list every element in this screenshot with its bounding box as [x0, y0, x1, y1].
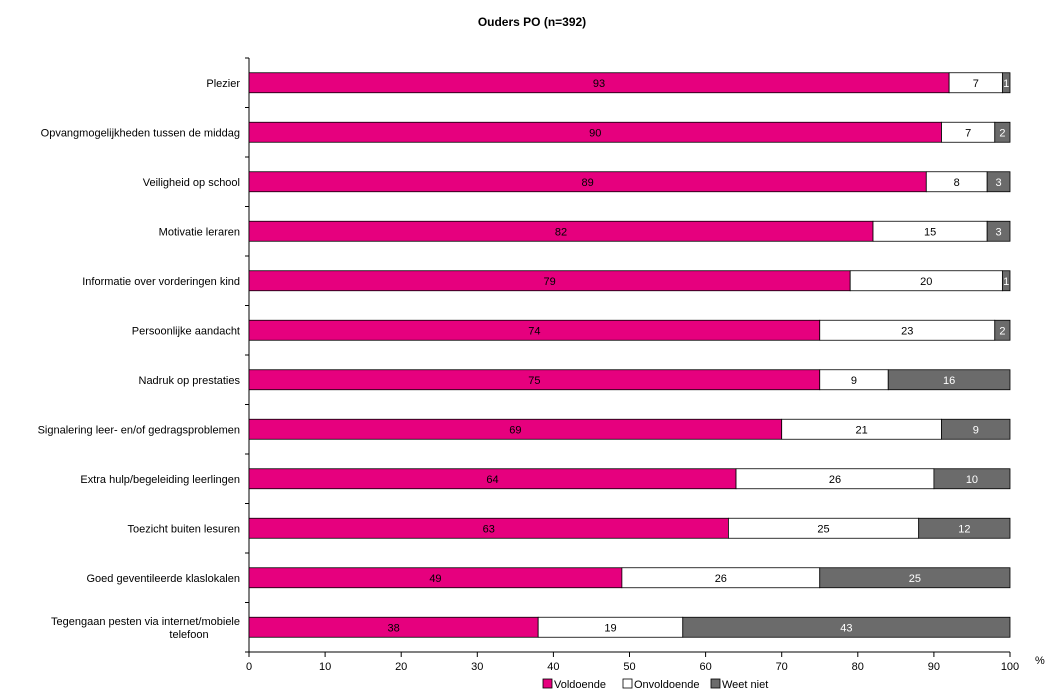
- category-label: Tegengaan pesten via internet/mobiele tel…: [51, 616, 240, 641]
- data-label: 49: [429, 573, 441, 585]
- data-label: 26: [829, 474, 841, 486]
- data-label: 10: [966, 474, 978, 486]
- data-label: 3: [996, 226, 1002, 238]
- data-label: 7: [973, 78, 979, 90]
- x-unit-label: %: [1035, 655, 1045, 667]
- x-tick-label: 80: [852, 661, 864, 673]
- bar-segment-weet-niet: [994, 121, 1011, 143]
- bar-segment-weet-niet: [1001, 270, 1011, 292]
- data-label: 7: [965, 127, 971, 139]
- data-label: 93: [593, 78, 605, 90]
- data-label: 25: [909, 573, 921, 585]
- data-label: 64: [486, 474, 498, 486]
- legend-swatch: [710, 678, 721, 689]
- x-tick-label: 90: [928, 661, 940, 673]
- legend-swatch: [542, 678, 553, 689]
- category-label: Signalering leer- en/of gedragsproblemen: [38, 424, 240, 436]
- data-label: 16: [943, 375, 955, 387]
- category-label: Informatie over vorderingen kind: [82, 276, 240, 288]
- bar-segment-weet-niet: [941, 418, 1011, 440]
- legend: Voldoende Onvoldoende Weet niet: [542, 678, 768, 691]
- x-tick-label: 70: [776, 661, 788, 673]
- bar-segment-weet-niet: [986, 171, 1011, 193]
- y-axis: [245, 57, 250, 653]
- data-label: 75: [528, 375, 540, 387]
- data-label: 25: [817, 523, 829, 535]
- data-label: 8: [954, 177, 960, 189]
- data-label: 12: [958, 523, 970, 535]
- x-tick-label: 50: [623, 661, 635, 673]
- bar-segment-weet-niet: [819, 567, 1011, 589]
- bar-segment-weet-niet: [887, 369, 1011, 391]
- data-label: 1: [1003, 78, 1009, 90]
- data-label: 21: [855, 424, 867, 436]
- category-labels: Plezier Opvangmogelijkheden tussen de mid…: [38, 78, 241, 641]
- bar-segment-weet-niet: [682, 616, 1011, 638]
- x-tick-label: 100: [1001, 661, 1019, 673]
- data-label: 20: [920, 276, 932, 288]
- x-tick-label: 20: [395, 661, 407, 673]
- category-label: Motivatie leraren: [159, 226, 240, 238]
- data-label: 9: [851, 375, 857, 387]
- data-label: 38: [387, 622, 399, 634]
- chart-title: Ouders PO (n=392): [478, 15, 586, 29]
- bar-segment-weet-niet: [994, 319, 1011, 341]
- x-tick-label: 60: [699, 661, 711, 673]
- category-label: Goed geventileerde klaslokalen: [87, 573, 241, 585]
- legend-label: Onvoldoende: [634, 679, 699, 691]
- bar-segment-weet-niet: [1001, 72, 1011, 94]
- category-label: Nadruk op prestaties: [139, 375, 241, 387]
- category-label: Veiligheid op school: [143, 177, 240, 189]
- data-label: 43: [840, 622, 852, 634]
- data-label: 1: [1003, 276, 1009, 288]
- data-label: 69: [509, 424, 521, 436]
- category-label: Persoonlijke aandacht: [132, 325, 240, 337]
- legend-label: Weet niet: [722, 679, 768, 691]
- x-tick-label: 0: [246, 661, 252, 673]
- x-axis: 0 10 20 30 40 50 60 70 80 90 100: [246, 651, 1019, 673]
- data-label: 15: [924, 226, 936, 238]
- legend-label: Voldoende: [554, 679, 606, 691]
- category-label: Opvangmogelijkheden tussen de middag: [41, 127, 240, 139]
- x-tick-label: 40: [547, 661, 559, 673]
- data-label: 3: [996, 177, 1002, 189]
- data-label: 89: [582, 177, 594, 189]
- data-label: 23: [901, 325, 913, 337]
- data-label: 63: [483, 523, 495, 535]
- data-label: 90: [589, 127, 601, 139]
- data-label: 2: [999, 127, 1005, 139]
- legend-swatch: [622, 678, 633, 689]
- bars: [248, 72, 1011, 638]
- data-label: 9: [973, 424, 979, 436]
- bar-segment-weet-niet: [918, 517, 1011, 539]
- bar-segment-weet-niet: [933, 468, 1011, 490]
- x-tick-label: 30: [471, 661, 483, 673]
- data-label: 82: [555, 226, 567, 238]
- category-label: Toezicht buiten lesuren: [127, 523, 240, 535]
- data-label: 2: [999, 325, 1005, 337]
- data-label: 79: [543, 276, 555, 288]
- category-label: Plezier: [206, 78, 240, 90]
- data-label: 74: [528, 325, 540, 337]
- data-label: 26: [715, 573, 727, 585]
- x-tick-label: 10: [319, 661, 331, 673]
- data-label: 19: [604, 622, 616, 634]
- data-labels: 93 7 1 90 7 2 89 8 3 82 15 3 79 20 1 74 23 2 75 9 16 69 21 9 64 2…: [387, 78, 1009, 635]
- bar-segment-weet-niet: [986, 220, 1011, 242]
- category-label: Extra hulp/begeleiding leerlingen: [80, 474, 240, 486]
